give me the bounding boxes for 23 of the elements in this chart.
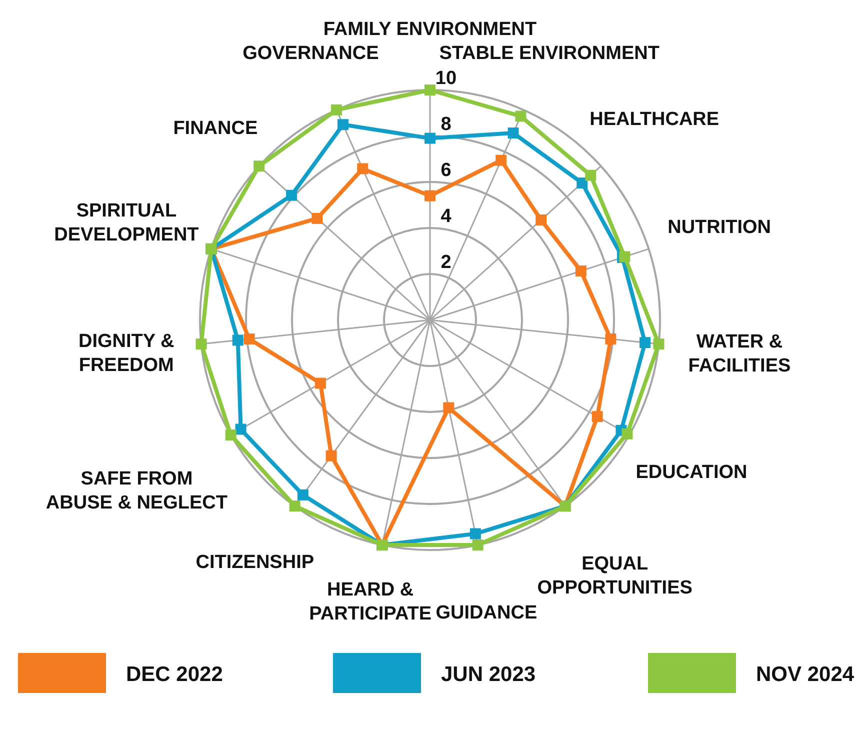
spoke-label: GOVERNANCE (242, 43, 379, 64)
spoke-label: SAFE FROM ABUSE & NEGLECT (46, 468, 228, 514)
y-tick-label: 10 (435, 68, 457, 89)
spoke-label: EDUCATION (636, 462, 748, 483)
spoke-label: GUIDANCE (436, 602, 538, 624)
spoke-label: DIGNITY & FREEDOM (78, 330, 174, 376)
spoke-label: FAMILY ENVIRONMENT (323, 19, 538, 40)
spoke-label: WATER & FACILITIES (688, 332, 791, 377)
spoke-label: FINANCE (173, 118, 258, 139)
spoke-label: CITIZENSHIP (196, 552, 314, 573)
spoke-label: HEARD & PARTICIPATE (309, 580, 432, 625)
spoke-label: STABLE ENVIRONMENT (439, 43, 660, 64)
legend-label: DEC 2022 (126, 663, 223, 686)
y-tick-label: 8 (440, 114, 452, 135)
spoke-label: NUTRITION (668, 216, 772, 238)
spoke-label: EQUAL OPPORTUNITIES (537, 553, 692, 598)
spoke-label: SPIRITUAL DEVELOPMENT (54, 200, 200, 246)
y-tick-label: 6 (440, 160, 452, 181)
spoke-label: HEALTHCARE (590, 109, 720, 130)
legend-label: NOV 2024 (756, 663, 854, 686)
y-tick-label: 4 (440, 206, 452, 227)
legend-label: JUN 2023 (441, 663, 536, 686)
y-tick-label: 2 (440, 252, 452, 273)
